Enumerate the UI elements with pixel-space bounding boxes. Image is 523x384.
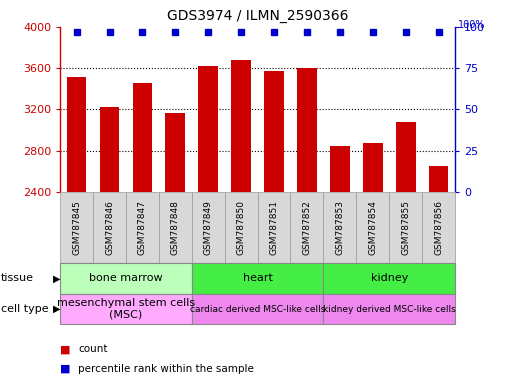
Bar [159, 192, 192, 263]
Bar [67, 78, 86, 384]
Bar [192, 192, 225, 263]
Bar [264, 71, 284, 384]
Text: kidney: kidney [370, 273, 408, 283]
Bar [132, 83, 152, 384]
Text: cardiac derived MSC-like cells: cardiac derived MSC-like cells [190, 305, 325, 314]
Text: GSM787852: GSM787852 [302, 200, 311, 255]
Bar [323, 192, 356, 263]
Bar [323, 263, 455, 294]
Text: ■: ■ [60, 364, 71, 374]
Text: GSM787848: GSM787848 [171, 200, 180, 255]
Text: heart: heart [243, 273, 272, 283]
Bar [192, 294, 323, 324]
Text: bone marrow: bone marrow [89, 273, 163, 283]
Text: mesenchymal stem cells
(MSC): mesenchymal stem cells (MSC) [57, 298, 195, 320]
Bar [165, 113, 185, 384]
Bar [60, 192, 93, 263]
Text: GSM787845: GSM787845 [72, 200, 81, 255]
Bar [93, 192, 126, 263]
Bar [225, 192, 257, 263]
Text: kidney derived MSC-like cells: kidney derived MSC-like cells [323, 305, 456, 314]
Bar [198, 66, 218, 384]
Bar [389, 192, 422, 263]
Text: GSM787855: GSM787855 [401, 200, 410, 255]
Text: GSM787850: GSM787850 [236, 200, 246, 255]
Bar [126, 192, 159, 263]
Bar [100, 108, 119, 384]
Text: cell type: cell type [1, 304, 49, 314]
Text: ▶: ▶ [53, 273, 60, 283]
Title: GDS3974 / ILMN_2590366: GDS3974 / ILMN_2590366 [167, 9, 348, 23]
Bar [60, 294, 192, 324]
Bar [429, 166, 448, 384]
Text: GSM787846: GSM787846 [105, 200, 114, 255]
Bar [356, 192, 389, 263]
Bar [60, 263, 192, 294]
Text: GSM787851: GSM787851 [269, 200, 279, 255]
Bar [231, 60, 251, 384]
Text: GSM787853: GSM787853 [335, 200, 344, 255]
Text: tissue: tissue [1, 273, 34, 283]
Bar [297, 68, 317, 384]
Text: GSM787854: GSM787854 [368, 200, 377, 255]
Bar [257, 192, 290, 263]
Text: count: count [78, 344, 108, 354]
Bar [323, 294, 455, 324]
Text: ■: ■ [60, 344, 71, 354]
Text: GSM787856: GSM787856 [434, 200, 443, 255]
Bar [396, 122, 415, 384]
Bar [422, 192, 455, 263]
Text: percentile rank within the sample: percentile rank within the sample [78, 364, 254, 374]
Text: 100%: 100% [458, 20, 485, 30]
Bar [290, 192, 323, 263]
Bar [330, 146, 350, 384]
Text: GSM787849: GSM787849 [204, 200, 213, 255]
Text: GSM787847: GSM787847 [138, 200, 147, 255]
Bar [363, 144, 383, 384]
Text: ▶: ▶ [53, 304, 60, 314]
Bar [192, 263, 323, 294]
